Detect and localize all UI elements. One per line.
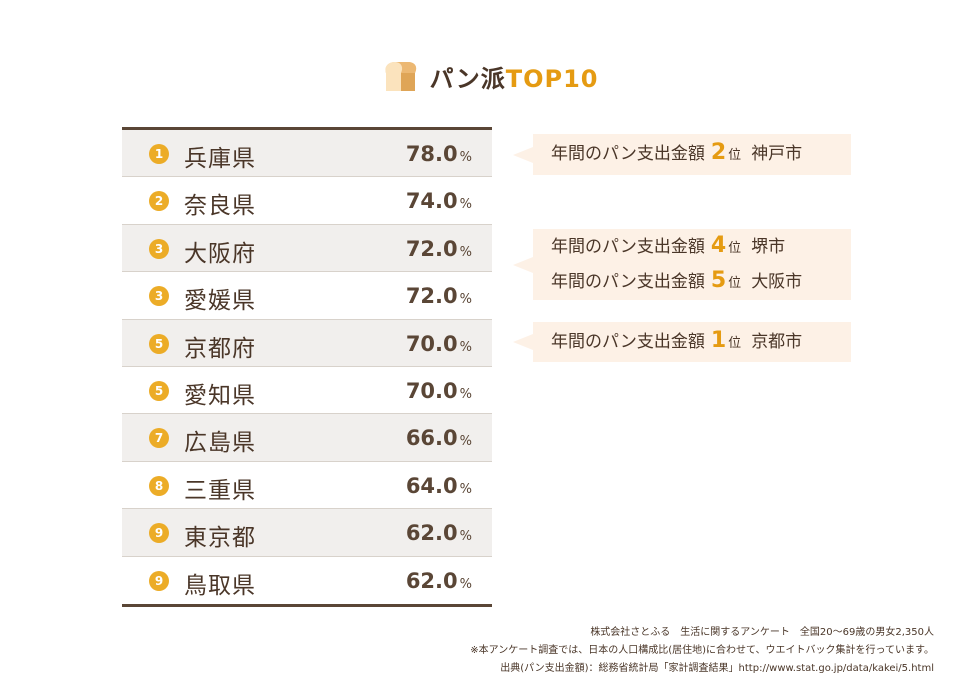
footnote-weightback: ※本アンケート調査では、日本の人口構成比(居住地)に合わせて、ウエイトバック集計… (470, 645, 934, 656)
table-row: 1 兵庫県 78.0% (122, 130, 492, 178)
percent-number: 70.0 (405, 331, 458, 356)
chart-title: パン派TOP10 (0, 52, 980, 100)
percent-number: 62.0 (405, 521, 458, 546)
percent-unit: % (459, 434, 472, 450)
rank-badge: 1 (149, 144, 169, 164)
prefecture-name: 鳥取県 (184, 572, 256, 599)
table-row: 5 愛知県 70.0% (122, 367, 492, 415)
table-row: 7 広島県 66.0% (122, 414, 492, 462)
percent-unit: % (459, 481, 472, 497)
percent-value: 62.0% (406, 521, 472, 545)
percent-value: 66.0% (406, 426, 472, 450)
prefecture-name: 兵庫県 (184, 146, 256, 172)
callout-line: 年間のパン支出金額 1 位京都市 (551, 325, 851, 360)
prefecture-name: 愛知県 (184, 383, 256, 409)
percent-value: 70.0% (406, 379, 472, 403)
prefecture-name: 三重県 (184, 477, 256, 504)
percent-number: 78.0 (405, 142, 458, 166)
percent-unit: % (459, 529, 472, 545)
callout-line: 年間のパン支出金額 2 位神戸市 (551, 137, 851, 172)
prefecture-name: 愛媛県 (184, 288, 256, 315)
rank-badge: 8 (149, 475, 169, 496)
callout-rank: 2 (710, 140, 727, 165)
prefecture-name: 東京都 (184, 525, 256, 552)
callout-sakai-osaka: 年間のパン支出金額 4 位堺市 年間のパン支出金額 5 位大阪市 (513, 229, 851, 300)
callout-rank-suffix: 位 (728, 275, 742, 291)
callout-rank-suffix: 位 (728, 335, 742, 351)
percent-number: 66.0 (405, 426, 458, 451)
rank-badge: 7 (149, 428, 169, 449)
callout-city: 京都市 (751, 331, 803, 352)
table-row: 9 鳥取県 62.0% (122, 557, 492, 604)
callout-kobe: 年間のパン支出金額 2 位神戸市 (513, 134, 851, 175)
title-main: パン派 (429, 64, 506, 93)
percent-unit: % (459, 387, 472, 402)
percent-value: 70.0% (406, 332, 472, 356)
rank-badge: 3 (149, 238, 169, 259)
footnote-survey: 株式会社さとふる 生活に関するアンケート 全国20～69歳の男女2,350人 (590, 627, 934, 638)
rank-badge: 9 (149, 523, 169, 544)
callout-prefix: 年間のパン支出金額 (551, 331, 705, 352)
title-text: パン派TOP10 (430, 59, 599, 94)
table-row: 3 大阪府 72.0% (122, 224, 492, 273)
percent-number: 72.0 (405, 284, 458, 309)
percent-unit: % (459, 244, 472, 260)
title-accent: TOP10 (505, 64, 599, 93)
table-row: 8 三重県 64.0% (122, 462, 492, 510)
callout-line: 年間のパン支出金額 4 位堺市 (551, 230, 851, 265)
prefecture-name: 奈良県 (184, 193, 256, 220)
prefecture-name: 京都府 (184, 335, 256, 362)
percent-unit: % (459, 292, 472, 308)
prefecture-name: 大阪府 (184, 240, 256, 267)
percent-number: 64.0 (405, 473, 458, 498)
percent-value: 78.0% (406, 142, 472, 166)
callout-prefix: 年間のパン支出金額 (551, 144, 705, 164)
percent-number: 72.0 (405, 236, 458, 261)
callout-rank-suffix: 位 (728, 240, 742, 256)
rank-badge: 5 (149, 333, 169, 354)
callout-city: 大阪市 (751, 271, 803, 292)
percent-number: 74.0 (405, 189, 458, 214)
percent-unit: % (459, 197, 472, 213)
percent-unit: % (459, 150, 472, 165)
callout-city: 堺市 (751, 236, 786, 257)
table-row: 9 東京都 62.0% (122, 509, 492, 557)
table-row: 5 京都府 70.0% (122, 319, 492, 367)
callout-rank: 1 (710, 327, 727, 353)
percent-number: 70.0 (405, 379, 458, 403)
percent-value: 72.0% (406, 237, 472, 261)
table-row: 3 愛媛県 72.0% (122, 272, 492, 320)
callout-city: 神戸市 (751, 144, 803, 164)
callout-kyoto: 年間のパン支出金額 1 位京都市 (513, 322, 851, 362)
rank-badge: 2 (149, 191, 169, 212)
table-row: 2 奈良県 74.0% (122, 177, 492, 225)
callout-rank: 5 (710, 267, 727, 293)
percent-unit: % (459, 339, 472, 355)
percent-unit: % (459, 576, 472, 592)
callout-prefix: 年間のパン支出金額 (551, 236, 705, 257)
percent-value: 72.0% (406, 284, 472, 308)
rank-badge: 5 (149, 381, 169, 401)
bread-loaf-icon (385, 62, 416, 91)
prefecture-name: 広島県 (184, 430, 256, 457)
percent-number: 62.0 (405, 568, 458, 593)
ranking-table: 1 兵庫県 78.0% 2 奈良県 74.0% 3 大阪府 72.0% 3 愛媛県 72.0% 5 京都府… (122, 127, 492, 607)
callout-prefix: 年間のパン支出金額 (551, 271, 705, 292)
callout-rank-suffix: 位 (728, 148, 742, 163)
percent-value: 62.0% (406, 569, 472, 593)
footnote-source: 出典(パン支出金額)：総務省統計局「家計調査結果」http://www.stat… (500, 663, 934, 674)
percent-value: 64.0% (406, 474, 472, 498)
callout-line: 年間のパン支出金額 5 位大阪市 (551, 265, 851, 300)
rank-badge: 9 (149, 570, 169, 591)
rank-badge: 3 (149, 286, 169, 307)
percent-value: 74.0% (406, 189, 472, 213)
callout-rank: 4 (710, 232, 727, 258)
